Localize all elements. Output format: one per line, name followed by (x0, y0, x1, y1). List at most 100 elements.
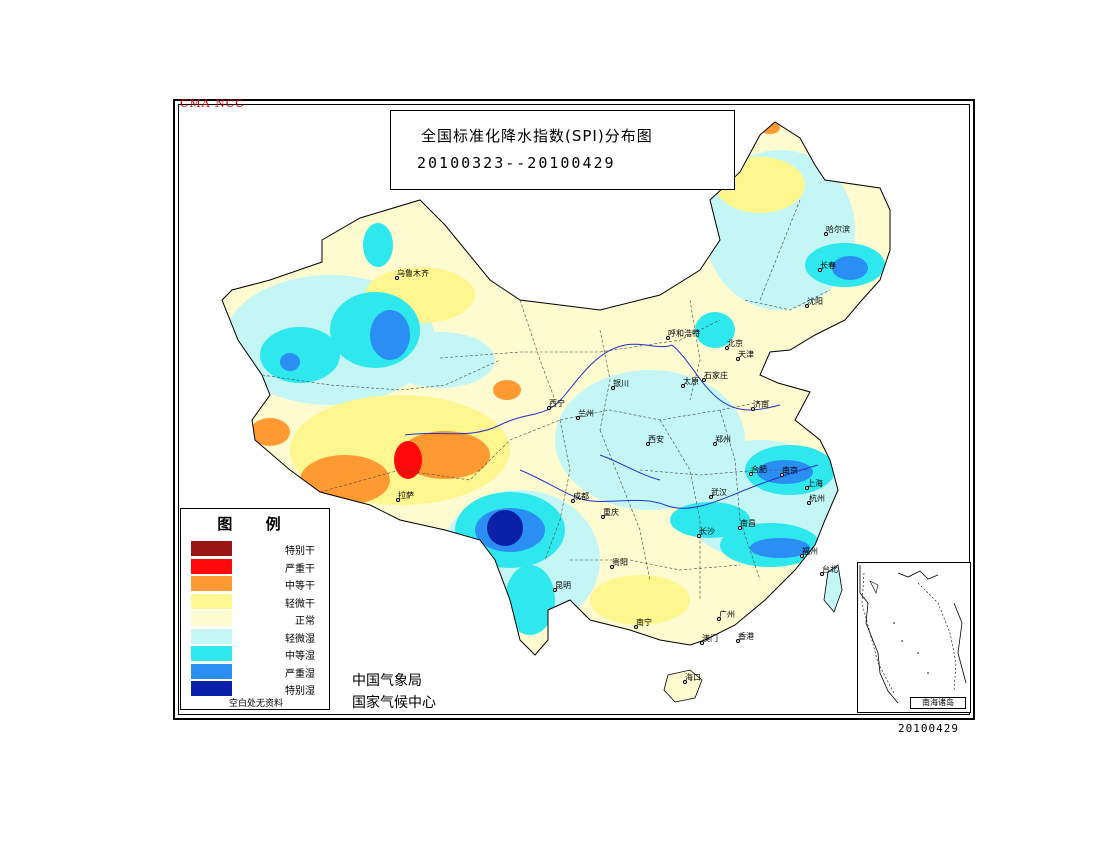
city-marker (681, 384, 685, 388)
city-marker (700, 641, 704, 645)
legend-swatch (191, 576, 232, 591)
city-marker (646, 442, 650, 446)
city-marker (749, 472, 753, 476)
city-label: 成都 (573, 492, 589, 501)
city-marker (824, 232, 828, 236)
city-marker (666, 336, 670, 340)
city-marker (571, 499, 575, 503)
city-marker (576, 416, 580, 420)
city-marker (601, 515, 605, 519)
city-marker (395, 276, 399, 280)
city-label: 西宁 (549, 399, 565, 408)
city-marker (697, 534, 701, 538)
legend-label: 轻微湿 (285, 633, 315, 645)
city-marker (738, 526, 742, 530)
city-label: 乌鲁木齐 (397, 269, 429, 278)
legend-item: 特别干 (191, 541, 321, 557)
city-label: 北京 (727, 339, 743, 348)
legend-label: 中等湿 (285, 651, 315, 662)
city-marker (725, 346, 729, 350)
city-label: 南宁 (636, 618, 652, 627)
city-marker (805, 486, 809, 490)
city-label: 长春 (820, 261, 836, 270)
legend-item: 正常 (191, 611, 321, 627)
legend-item: 特别湿 (191, 681, 321, 697)
date-range: 20100323--20100429 (417, 154, 616, 172)
south-china-sea-inset: 南海诸岛 (857, 562, 971, 713)
city-label: 海口 (685, 673, 701, 682)
legend-item: 中等干 (191, 576, 321, 592)
city-marker (702, 378, 706, 382)
city-label: 南京 (782, 466, 798, 475)
cma-ncc-tag: CMA NCC (180, 97, 245, 110)
city-marker (553, 588, 557, 592)
legend-swatch (191, 681, 232, 696)
legend-item: 轻微干 (191, 593, 321, 610)
city-label: 石家庄 (704, 371, 728, 380)
city-label: 澳门 (702, 634, 718, 643)
legend-item: 严重湿 (191, 663, 321, 680)
map-outer-frame (173, 99, 975, 720)
agency-line-1: 中国气象局 (352, 673, 422, 689)
legend: 图 例 特别干严重干中等干轻微干正常轻微湿中等湿严重湿 特别湿 空白处无资料 (180, 508, 330, 710)
legend-label: 轻微干 (285, 598, 315, 610)
issue-date-stamp: 20100429 (898, 722, 959, 735)
city-marker (805, 304, 809, 308)
legend-title: 图 例 (217, 515, 295, 533)
city-label: 合肥 (751, 465, 767, 474)
city-label: 上海 (807, 479, 823, 488)
legend-swatch (191, 541, 232, 556)
city-label: 杭州 (809, 494, 825, 503)
legend-item: 严重干 (191, 558, 321, 575)
map-title: 全国标准化降水指数(SPI)分布图 (421, 127, 653, 145)
city-marker (611, 386, 615, 390)
legend-swatch (191, 611, 232, 626)
city-label: 南昌 (740, 519, 756, 528)
city-label: 长沙 (699, 527, 715, 536)
legend-swatch (191, 663, 232, 679)
agency-line-2: 国家气候中心 (352, 695, 436, 711)
city-label: 天津 (738, 350, 754, 359)
city-marker (736, 639, 740, 643)
city-label: 重庆 (603, 508, 619, 517)
city-label: 香港 (738, 632, 754, 641)
city-marker (634, 625, 638, 629)
legend-label: 正常 (295, 616, 315, 627)
city-marker (610, 565, 614, 569)
city-marker (736, 357, 740, 361)
city-marker (807, 501, 811, 505)
city-label: 武汉 (711, 488, 727, 497)
city-marker (820, 572, 824, 576)
city-label: 郑州 (715, 435, 731, 444)
legend-label: 严重干 (285, 563, 315, 575)
inset-label: 南海诸岛 (910, 697, 966, 709)
inset-map (859, 565, 967, 704)
city-label: 台北 (822, 565, 838, 574)
legend-footnote: 空白处无资料 (228, 699, 283, 709)
city-label: 广州 (719, 610, 735, 619)
city-marker (396, 498, 400, 502)
legend-swatch (191, 593, 232, 609)
city-label: 银川 (613, 379, 629, 388)
city-marker (683, 680, 687, 684)
legend-item: 轻微湿 (191, 628, 321, 645)
city-marker (800, 554, 804, 558)
city-label: 沈阳 (807, 297, 823, 306)
city-marker (547, 406, 551, 410)
city-label: 贵阳 (612, 558, 628, 567)
city-marker (818, 268, 822, 272)
legend-label: 中等干 (285, 581, 315, 592)
city-label: 昆明 (555, 581, 571, 590)
legend-label: 特别干 (285, 546, 315, 557)
city-label: 福州 (802, 547, 818, 556)
city-label: 哈尔滨 (826, 225, 850, 234)
city-label: 西安 (648, 435, 664, 444)
city-label: 兰州 (578, 409, 594, 418)
legend-label: 严重湿 (285, 668, 315, 680)
city-marker (713, 442, 717, 446)
legend-swatch (191, 558, 232, 574)
city-label: 呼和浩特 (668, 329, 700, 338)
legend-swatch (191, 646, 232, 661)
city-marker (751, 407, 755, 411)
spi-map (221, 121, 891, 703)
